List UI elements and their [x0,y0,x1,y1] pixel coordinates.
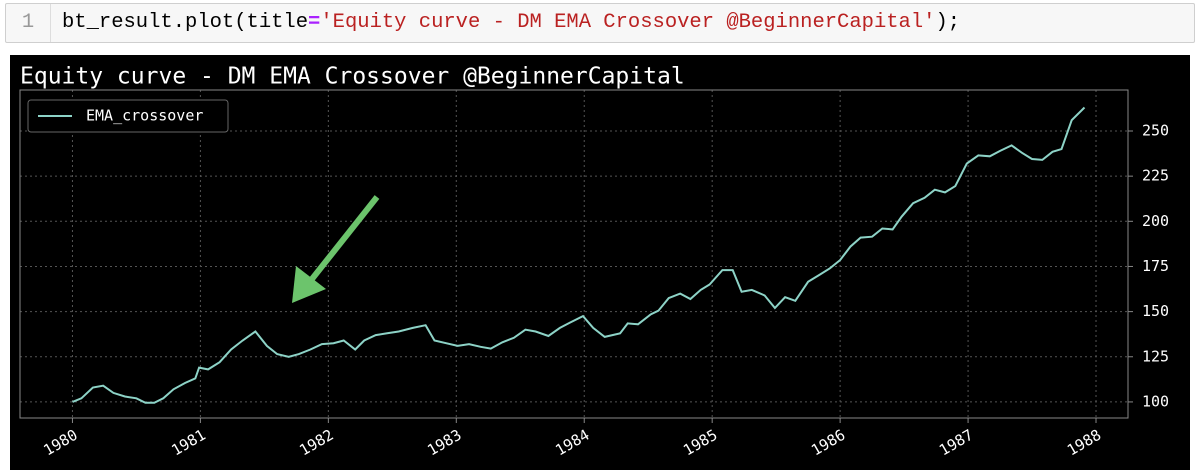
y-tick-label: 150 [1142,302,1169,320]
y-tick-label: 175 [1142,257,1169,275]
line-number: 1 [6,4,51,42]
code-token: ); [935,11,961,34]
y-tick-label: 225 [1142,167,1169,185]
legend-label: EMA_crossover [86,107,203,125]
legend-box [27,99,229,133]
series-line [72,106,1086,404]
chart-title: Equity curve - DM EMA Crossover @Beginne… [20,64,685,90]
code-cell[interactable]: 1 bt_result.plot(title='Equity curve - D… [5,3,1195,43]
code-token: 'Equity curve - DM EMA Crossover @Beginn… [320,11,936,34]
y-tick-label: 250 [1142,122,1169,140]
arrow-shaft [309,195,380,281]
y-tick-label: 100 [1142,392,1169,410]
annotation-arrow [292,195,380,303]
code-token: = [308,11,321,34]
code-token: bt_result.plot(title [62,11,309,34]
y-tick-label: 125 [1142,347,1169,365]
y-tick-label: 200 [1142,212,1169,230]
arrow-head [292,266,326,303]
code-line: bt_result.plot(title='Equity curve - DM … [62,4,960,42]
plot-frame [19,89,1129,419]
